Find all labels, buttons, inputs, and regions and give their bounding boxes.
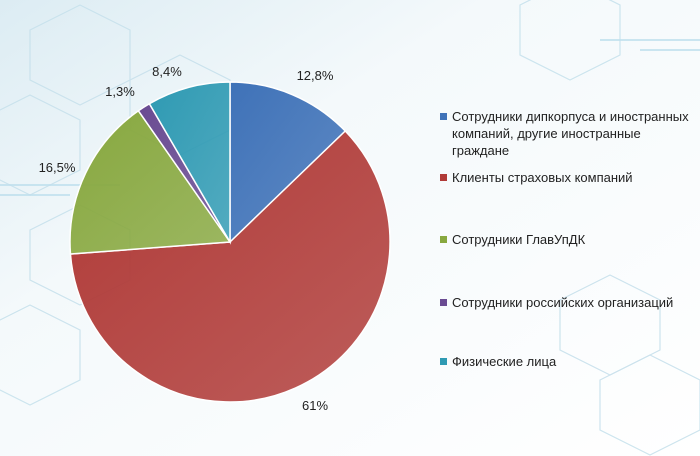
legend-item-5: Физические лица <box>440 353 695 370</box>
slice-value-label-1: 12,8% <box>297 68 334 83</box>
pie-slice-2 <box>69 129 391 403</box>
slice-value-label-4: 1,3% <box>105 84 135 99</box>
legend-swatch-2 <box>440 174 447 181</box>
pie-slice-1 <box>229 81 347 244</box>
pie-slice-3 <box>69 109 232 255</box>
legend-item-4: Сотрудники российских организаций <box>440 294 695 311</box>
legend-swatch-5 <box>440 358 447 365</box>
pie-slice-5 <box>148 81 231 245</box>
slice-value-label-2: 61% <box>302 398 328 413</box>
legend-item-2: Клиенты страховых компаний <box>440 169 695 186</box>
legend-item-1: Сотрудники дипкорпуса и иностранных комп… <box>440 108 695 159</box>
legend-label-1: Сотрудники дипкорпуса и иностранных комп… <box>452 109 689 158</box>
legend-label-4: Сотрудники российских организаций <box>452 295 674 310</box>
legend-swatch-4 <box>440 299 447 306</box>
legend-label-5: Физические лица <box>452 354 557 369</box>
slice-value-label-3: 16,5% <box>39 160 76 175</box>
legend-item-3: Сотрудники ГлавУпДК <box>440 231 695 248</box>
slice-value-label-5: 8,4% <box>152 64 182 79</box>
legend-swatch-3 <box>440 236 447 243</box>
legend-swatch-1 <box>440 113 447 120</box>
legend-label-3: Сотрудники ГлавУпДК <box>452 232 586 247</box>
legend-label-2: Клиенты страховых компаний <box>452 170 633 185</box>
